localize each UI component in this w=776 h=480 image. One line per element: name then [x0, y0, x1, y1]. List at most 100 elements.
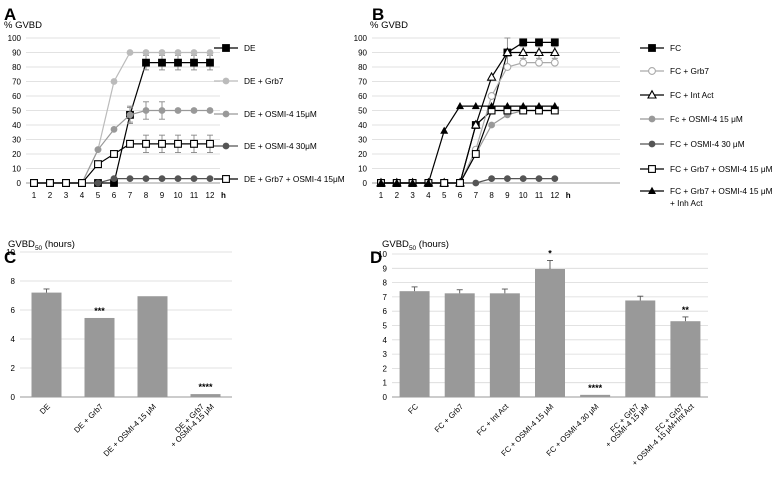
series-line	[381, 109, 555, 184]
data-point	[503, 101, 512, 110]
data-point	[471, 150, 480, 158]
y-tick-label: 0	[363, 179, 368, 188]
x-tick-label: 3	[64, 191, 69, 200]
data-point	[486, 71, 497, 81]
series-line	[381, 62, 555, 184]
x-tick-label: 6	[112, 191, 117, 200]
y-tick-label: 30	[358, 136, 367, 145]
significance-label: ***	[94, 306, 105, 316]
legend-label: DE + OSMI-4 15μM	[244, 109, 317, 119]
data-point	[408, 178, 417, 186]
data-point	[440, 179, 449, 187]
y-tick-label: 4	[11, 335, 16, 344]
y-tick-label: 7	[383, 293, 388, 302]
legend-label: Fc + OSMI-4 15 μM	[670, 114, 743, 124]
legend-item: DE + Grb7 + OSMI-4 15μM	[214, 174, 345, 184]
data-point	[158, 49, 166, 56]
x-tick-label: 1	[379, 191, 384, 200]
x-tick-label: 4	[80, 191, 85, 200]
bar	[137, 296, 168, 397]
data-point	[142, 175, 150, 183]
data-point	[206, 175, 214, 183]
series-line	[381, 105, 555, 184]
data-point	[377, 178, 385, 186]
data-point	[550, 38, 559, 47]
legend-marker	[648, 140, 656, 148]
legend-item: DE + OSMI-4 15μM	[214, 109, 317, 119]
data-point	[549, 47, 560, 57]
data-point	[518, 47, 529, 57]
x-tick-label: 10	[174, 191, 183, 200]
x-tick-label: 8	[144, 191, 149, 200]
data-point	[535, 101, 543, 110]
significance-label: ****	[588, 383, 603, 393]
data-point	[110, 150, 118, 158]
legend-marker	[648, 165, 656, 173]
legend-marker	[222, 142, 230, 150]
y-tick-label: 60	[358, 92, 367, 101]
data-point	[456, 179, 464, 187]
x-tick-label: 4	[426, 191, 431, 200]
data-point	[190, 58, 198, 67]
series-1	[30, 49, 214, 187]
bar	[190, 394, 221, 397]
series-line	[381, 41, 555, 184]
legend-label: FC + Grb7 + OSMI-4 15 μM	[670, 164, 773, 174]
y-tick-label: 90	[12, 49, 21, 58]
data-point	[30, 179, 38, 187]
data-point	[142, 139, 150, 148]
series-line	[34, 51, 210, 184]
legend-label: FC + Int Act	[670, 90, 714, 100]
y-tick-label: 9	[383, 264, 388, 273]
data-point	[174, 139, 182, 148]
data-point	[126, 139, 134, 148]
y-tick-label: 2	[383, 364, 388, 373]
bar	[625, 300, 656, 397]
data-point	[424, 178, 433, 186]
series-line	[381, 51, 555, 184]
data-point	[174, 175, 182, 183]
panel-letter-A: A	[4, 5, 16, 24]
legend-marker	[648, 115, 656, 123]
legend-marker	[222, 175, 230, 183]
data-point	[190, 139, 198, 148]
legend-item: DE	[214, 43, 256, 53]
data-point	[456, 101, 464, 110]
y-tick-label: 0	[383, 393, 388, 402]
y-axis-label: % GVBD	[370, 20, 408, 31]
legend-item: FC + Grb7 + OSMI-4 15 μM + Inh Act	[640, 186, 773, 208]
data-point	[126, 175, 134, 183]
data-point	[126, 49, 134, 56]
series-3	[30, 175, 214, 187]
x-tick-label: 11	[535, 191, 544, 200]
x-tick-label: 6	[458, 191, 463, 200]
x-tick-label: 8	[489, 191, 494, 200]
x-category-label: FC	[406, 402, 420, 416]
y-tick-label: 1	[383, 379, 388, 388]
x-tick-label: 7	[474, 191, 479, 200]
data-point	[110, 125, 118, 133]
y-tick-label: 3	[383, 350, 388, 359]
panel-letter-C: C	[4, 248, 16, 267]
series-3	[377, 107, 559, 187]
y-tick-label: 20	[358, 150, 367, 159]
data-point	[534, 47, 544, 57]
x-category-label: DE + OSMI-4 15 μM	[102, 402, 158, 458]
legend-item: FC + Grb7	[640, 66, 709, 76]
y-tick-label: 0	[17, 179, 22, 188]
data-point	[206, 139, 214, 148]
series-line	[381, 178, 555, 184]
data-point	[94, 160, 102, 169]
significance-label: *	[548, 248, 552, 258]
bar	[444, 293, 475, 397]
y-tick-label: 90	[358, 49, 367, 58]
significance-label: **	[682, 305, 690, 315]
legend-marker	[222, 44, 230, 52]
x-tick-label: 1	[32, 191, 37, 200]
x-tick-label: 12	[206, 191, 215, 200]
x-tick-label: 2	[395, 191, 400, 200]
legend-item: FC + OSMI-4 30 μM	[640, 139, 745, 149]
data-point	[519, 58, 528, 67]
x-tick-label: 9	[505, 191, 510, 200]
